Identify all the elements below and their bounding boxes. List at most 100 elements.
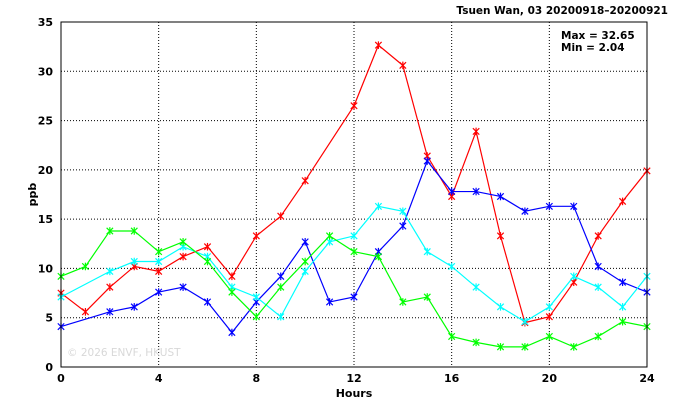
data-point [252, 293, 260, 301]
data-point [399, 298, 407, 306]
data-point [374, 252, 383, 261]
data-point [496, 343, 505, 351]
data-point [277, 212, 285, 220]
data-point [399, 207, 407, 216]
data-point [496, 192, 505, 201]
data-point [350, 247, 358, 256]
series-line [60, 159, 648, 334]
data-point [423, 157, 431, 165]
data-point [325, 232, 334, 240]
max-value-label: Max = 32.65 [561, 30, 635, 42]
data-point [350, 293, 358, 301]
data-point [155, 267, 163, 276]
data-point [521, 343, 529, 351]
data-point [545, 303, 553, 311]
data-point [448, 187, 456, 196]
data-point [179, 283, 187, 291]
chart-title: Tsuen Wan, 03 20200918–20200921 [456, 5, 668, 17]
data-point [545, 332, 553, 341]
data-point [179, 238, 187, 246]
data-point [179, 252, 187, 261]
data-point [301, 238, 309, 246]
data-point [472, 283, 480, 291]
data-point [81, 308, 90, 316]
data-point [155, 257, 163, 266]
data-point [130, 303, 138, 311]
data-point [545, 202, 553, 211]
plot-frame [60, 21, 648, 368]
data-point [399, 61, 407, 70]
x-tick-label: 8 [253, 372, 261, 385]
data-point [81, 262, 90, 271]
y-tick-label: 35 [38, 16, 53, 29]
y-axis-label: ppb [26, 183, 39, 207]
watermark-text: © 2026 ENVF, HKUST [67, 347, 181, 359]
data-series [57, 41, 651, 351]
x-tick-label: 24 [639, 372, 655, 385]
data-point [252, 232, 260, 240]
data-point [618, 197, 627, 206]
data-point [374, 202, 383, 211]
data-point [545, 312, 553, 321]
y-tick-label: 5 [45, 312, 53, 325]
data-point [350, 232, 358, 240]
data-point [496, 303, 505, 311]
data-point [423, 247, 431, 256]
data-point [570, 343, 578, 351]
data-point [203, 242, 212, 251]
data-point [374, 41, 383, 49]
data-point [277, 283, 285, 291]
y-tick-label: 20 [38, 164, 54, 177]
x-tick-label: 0 [57, 372, 65, 385]
y-tick-label: 30 [38, 65, 54, 78]
data-point [594, 332, 602, 341]
x-axis-label: Hours [336, 387, 373, 400]
data-point [301, 267, 309, 276]
data-point [228, 272, 236, 281]
data-point [448, 262, 456, 271]
y-tick-label: 0 [45, 361, 53, 374]
data-point [472, 338, 480, 347]
data-point [155, 288, 163, 296]
x-tick-label: 12 [346, 372, 361, 385]
series-line [60, 205, 648, 323]
x-tick-label: 4 [155, 372, 163, 385]
data-point [521, 317, 529, 326]
data-point [325, 298, 334, 306]
data-point [301, 257, 309, 266]
data-point [252, 312, 260, 321]
axis-ticks: 0 4 8 12 16 20 24 0 5 10 15 20 25 30 35 [38, 16, 655, 385]
x-tick-label: 20 [542, 372, 558, 385]
data-point [472, 127, 480, 136]
series-line [60, 44, 648, 324]
y-tick-label: 25 [38, 115, 53, 128]
data-point [570, 272, 578, 281]
data-point [106, 308, 114, 316]
data-point [594, 283, 602, 291]
data-point [130, 257, 138, 266]
data-point [228, 288, 236, 296]
data-point [399, 222, 407, 230]
data-point [228, 328, 236, 337]
grid-lines [61, 22, 647, 367]
data-point [448, 332, 456, 341]
data-point [570, 202, 578, 211]
data-point [472, 187, 480, 196]
data-point [618, 278, 627, 287]
data-point [277, 272, 285, 281]
data-point [301, 176, 309, 185]
data-point [521, 207, 529, 216]
data-point [350, 101, 358, 110]
min-value-label: Min = 2.04 [561, 42, 625, 54]
x-tick-label: 16 [444, 372, 460, 385]
data-point [594, 232, 602, 240]
data-point [423, 293, 431, 301]
y-tick-label: 10 [38, 262, 54, 275]
data-point [106, 267, 114, 276]
data-point [130, 227, 138, 235]
data-point [106, 283, 114, 291]
data-point [594, 262, 602, 271]
data-point [106, 227, 114, 235]
data-point [277, 312, 285, 321]
